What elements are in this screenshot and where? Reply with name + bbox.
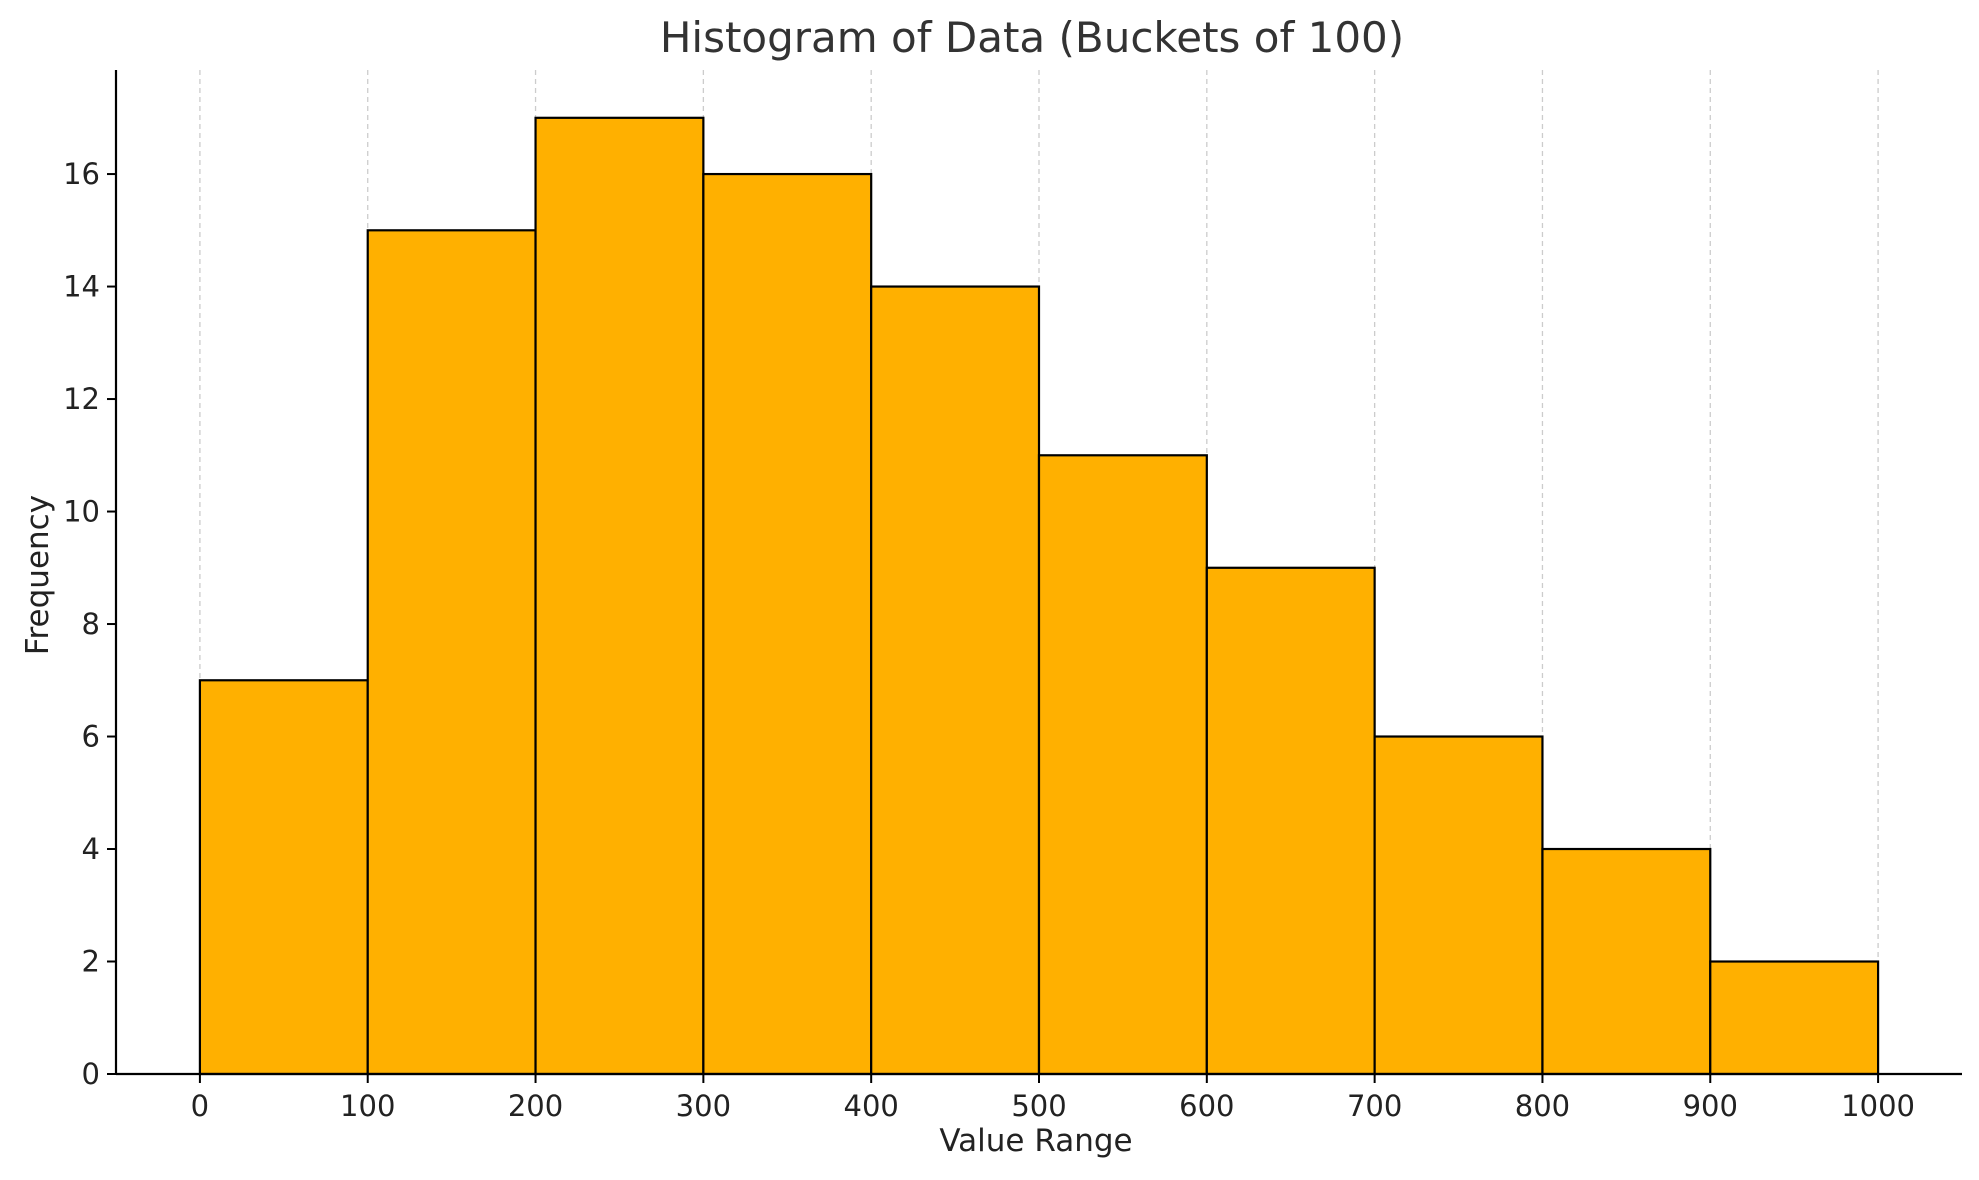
x-axis-label: Value Range — [939, 1123, 1132, 1159]
x-tick-label-3: 300 — [676, 1089, 731, 1123]
chart-title: Histogram of Data (Buckets of 100) — [660, 13, 1404, 62]
histogram-bar-5 — [1037, 454, 1208, 1076]
histogram-bar-7 — [1373, 735, 1544, 1076]
x-tick-label-1: 100 — [340, 1089, 395, 1123]
y-tick-label-8: 16 — [63, 157, 100, 191]
x-tick-label-5: 500 — [1011, 1089, 1066, 1123]
y-tick-label-0: 0 — [82, 1057, 100, 1091]
histogram-bar-1 — [366, 229, 537, 1076]
x-tick-label-6: 600 — [1179, 1089, 1234, 1123]
y-axis-label: Frequency — [20, 495, 56, 655]
x-tick-label-9: 900 — [1683, 1089, 1738, 1123]
x-tick-label-0: 0 — [191, 1089, 209, 1123]
y-tick-label-6: 12 — [63, 382, 100, 416]
x-tick-label-7: 700 — [1347, 1089, 1402, 1123]
x-tick-label-10: 1000 — [1841, 1089, 1915, 1123]
y-tick-label-7: 14 — [63, 270, 100, 304]
histogram-bar-4 — [870, 285, 1041, 1076]
x-tick-label-4: 400 — [844, 1089, 899, 1123]
y-tick-label-4: 8 — [82, 607, 100, 641]
y-tick-label-3: 6 — [82, 720, 100, 754]
y-tick-label-1: 2 — [82, 945, 100, 979]
histogram-bar-2 — [534, 116, 705, 1076]
histogram-bar-6 — [1205, 566, 1376, 1076]
ticks-layer: 0 100 200 300 400 500 600 700 800 900 1000 0 2 4 6 8 10 1… — [63, 157, 1915, 1123]
y-tick-label-2: 4 — [82, 832, 100, 866]
x-tick-label-8: 800 — [1515, 1089, 1570, 1123]
x-tick-label-2: 200 — [508, 1089, 563, 1123]
histogram-bar-3 — [702, 172, 873, 1076]
histogram-bar-9 — [1709, 960, 1880, 1076]
histogram-bar-0 — [198, 679, 369, 1076]
y-tick-label-5: 10 — [63, 495, 100, 529]
bars-layer — [198, 116, 1880, 1076]
histogram-bar-8 — [1541, 847, 1712, 1076]
